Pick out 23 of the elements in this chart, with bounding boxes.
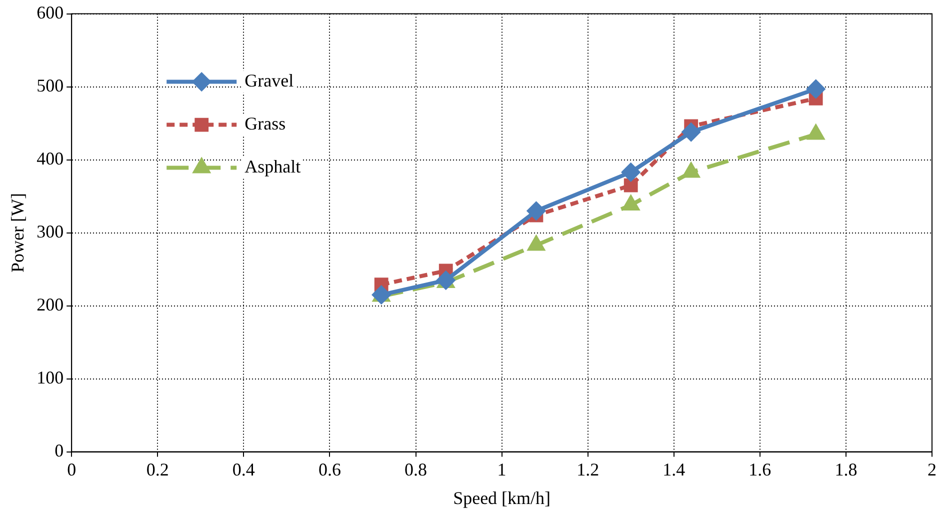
y-tick-label: 600	[36, 2, 64, 23]
y-tick-label: 300	[36, 222, 64, 242]
x-tick-label: 2	[928, 459, 936, 480]
x-axis-title: Speed [km/h]	[453, 488, 551, 508]
x-tick-label: 0.4	[232, 459, 255, 480]
x-tick-label: 1.6	[748, 459, 772, 480]
y-axis-title: Power [W]	[8, 193, 28, 273]
y-tick-label: 500	[36, 76, 64, 96]
y-tick-label: 200	[36, 294, 64, 315]
x-tick-label: 0.8	[404, 459, 428, 480]
legend-label: Asphalt	[244, 156, 301, 177]
x-tick-label: 1.8	[834, 459, 858, 480]
legend-label: Grass	[244, 114, 286, 134]
x-tick-label: 0	[67, 459, 76, 480]
x-tick-label: 1.4	[662, 459, 686, 480]
y-tick-label: 400	[36, 148, 64, 169]
x-tick-label: 1.2	[576, 459, 600, 480]
y-tick-label: 100	[36, 368, 64, 388]
y-tick-label: 0	[54, 440, 64, 461]
x-tick-label: 0.2	[146, 459, 169, 480]
x-tick-label: 1	[497, 459, 506, 480]
legend-label: Gravel	[244, 70, 294, 91]
x-tick-label: 0.6	[318, 459, 341, 480]
